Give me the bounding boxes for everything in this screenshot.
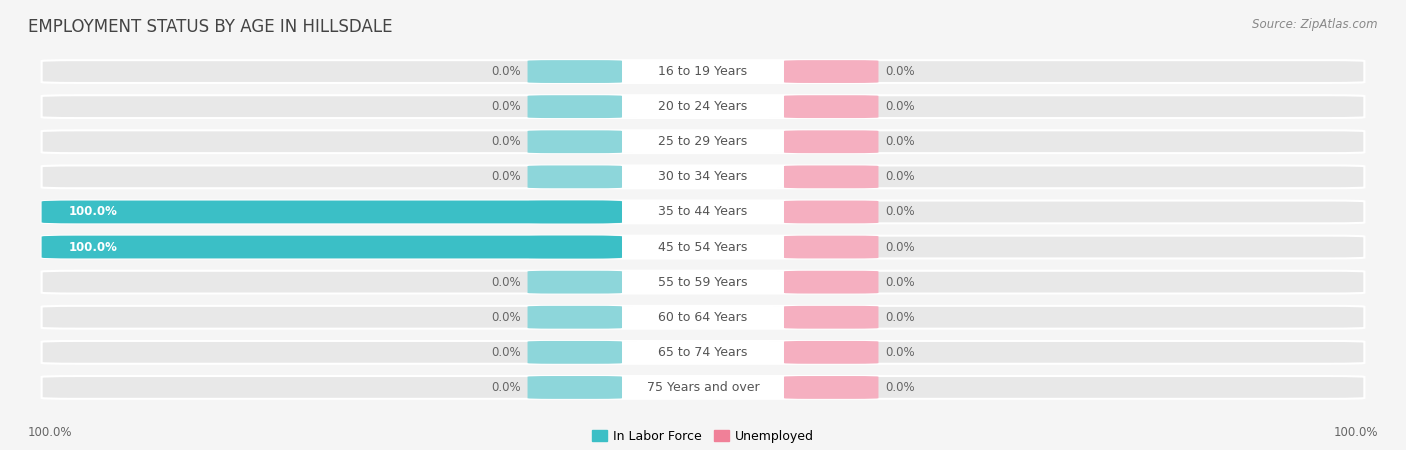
FancyBboxPatch shape [785, 376, 879, 399]
FancyBboxPatch shape [785, 236, 879, 258]
FancyBboxPatch shape [527, 201, 621, 223]
FancyBboxPatch shape [42, 166, 1364, 188]
Text: 0.0%: 0.0% [491, 135, 520, 148]
Legend: In Labor Force, Unemployed: In Labor Force, Unemployed [586, 425, 820, 448]
FancyBboxPatch shape [527, 271, 621, 293]
FancyBboxPatch shape [42, 201, 621, 223]
FancyBboxPatch shape [621, 306, 785, 328]
FancyBboxPatch shape [42, 60, 1364, 83]
Text: 0.0%: 0.0% [886, 346, 915, 359]
FancyBboxPatch shape [42, 201, 1364, 223]
Text: 100.0%: 100.0% [28, 426, 73, 438]
Text: 0.0%: 0.0% [886, 276, 915, 288]
Text: 0.0%: 0.0% [491, 100, 520, 113]
FancyBboxPatch shape [527, 236, 621, 258]
Text: 0.0%: 0.0% [886, 381, 915, 394]
Text: 45 to 54 Years: 45 to 54 Years [658, 241, 748, 253]
FancyBboxPatch shape [527, 341, 621, 364]
Text: 20 to 24 Years: 20 to 24 Years [658, 100, 748, 113]
FancyBboxPatch shape [785, 166, 879, 188]
Text: 25 to 29 Years: 25 to 29 Years [658, 135, 748, 148]
Text: 100.0%: 100.0% [69, 206, 118, 218]
Text: 0.0%: 0.0% [491, 65, 520, 78]
Text: 65 to 74 Years: 65 to 74 Years [658, 346, 748, 359]
Text: 55 to 59 Years: 55 to 59 Years [658, 276, 748, 288]
Text: 0.0%: 0.0% [491, 276, 520, 288]
FancyBboxPatch shape [785, 201, 879, 223]
FancyBboxPatch shape [42, 95, 1364, 118]
FancyBboxPatch shape [527, 95, 621, 118]
FancyBboxPatch shape [785, 306, 879, 328]
Text: 100.0%: 100.0% [1333, 426, 1378, 438]
FancyBboxPatch shape [42, 130, 1364, 153]
Text: 75 Years and over: 75 Years and over [647, 381, 759, 394]
FancyBboxPatch shape [785, 130, 879, 153]
FancyBboxPatch shape [42, 236, 621, 258]
FancyBboxPatch shape [621, 130, 785, 153]
Text: EMPLOYMENT STATUS BY AGE IN HILLSDALE: EMPLOYMENT STATUS BY AGE IN HILLSDALE [28, 18, 392, 36]
FancyBboxPatch shape [785, 60, 879, 83]
Text: 100.0%: 100.0% [69, 241, 118, 253]
FancyBboxPatch shape [527, 376, 621, 399]
Text: 35 to 44 Years: 35 to 44 Years [658, 206, 748, 218]
Text: Source: ZipAtlas.com: Source: ZipAtlas.com [1253, 18, 1378, 31]
Text: 0.0%: 0.0% [886, 65, 915, 78]
FancyBboxPatch shape [621, 271, 785, 293]
FancyBboxPatch shape [527, 166, 621, 188]
Text: 0.0%: 0.0% [886, 135, 915, 148]
Text: 0.0%: 0.0% [886, 311, 915, 324]
FancyBboxPatch shape [527, 130, 621, 153]
FancyBboxPatch shape [527, 306, 621, 328]
Text: 60 to 64 Years: 60 to 64 Years [658, 311, 748, 324]
FancyBboxPatch shape [621, 376, 785, 399]
FancyBboxPatch shape [527, 60, 621, 83]
FancyBboxPatch shape [621, 236, 785, 258]
Text: 16 to 19 Years: 16 to 19 Years [658, 65, 748, 78]
FancyBboxPatch shape [785, 95, 879, 118]
FancyBboxPatch shape [621, 201, 785, 223]
FancyBboxPatch shape [621, 341, 785, 364]
Text: 0.0%: 0.0% [886, 100, 915, 113]
Text: 0.0%: 0.0% [886, 206, 915, 218]
Text: 30 to 34 Years: 30 to 34 Years [658, 171, 748, 183]
FancyBboxPatch shape [785, 341, 879, 364]
Text: 0.0%: 0.0% [886, 241, 915, 253]
FancyBboxPatch shape [42, 236, 1364, 258]
FancyBboxPatch shape [785, 271, 879, 293]
FancyBboxPatch shape [621, 60, 785, 83]
FancyBboxPatch shape [42, 341, 1364, 364]
FancyBboxPatch shape [621, 95, 785, 118]
Text: 0.0%: 0.0% [491, 346, 520, 359]
Text: 0.0%: 0.0% [491, 381, 520, 394]
FancyBboxPatch shape [42, 306, 1364, 328]
Text: 0.0%: 0.0% [491, 311, 520, 324]
FancyBboxPatch shape [42, 271, 1364, 293]
Text: 0.0%: 0.0% [886, 171, 915, 183]
FancyBboxPatch shape [621, 166, 785, 188]
Text: 0.0%: 0.0% [491, 171, 520, 183]
FancyBboxPatch shape [42, 376, 1364, 399]
